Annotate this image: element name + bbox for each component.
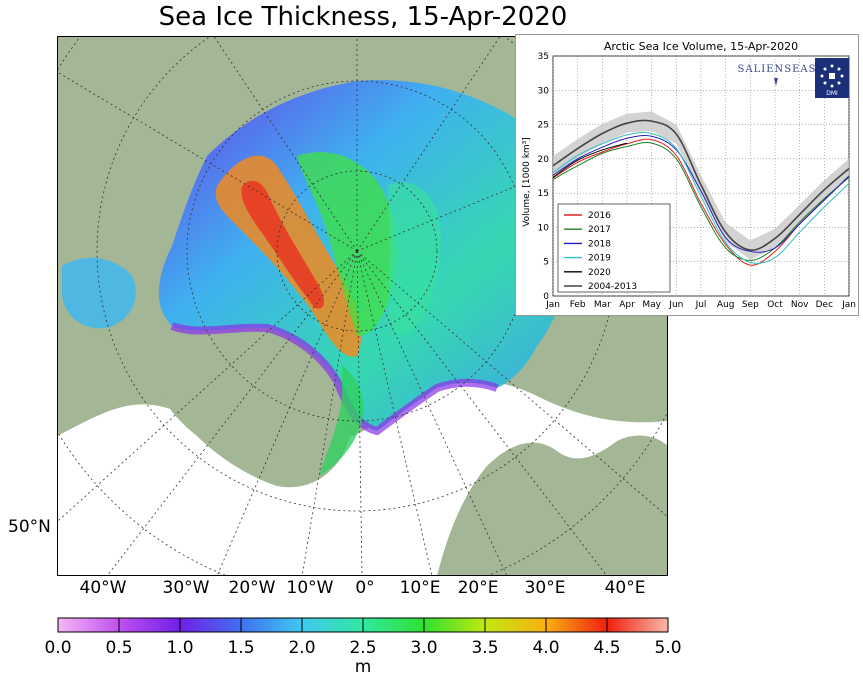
thickness-colorbar: 0.0 0.5 1.0 1.5 2.0 2.5 3.0 3.5 4.0 4.5 5.0 m	[44, 617, 682, 677]
sea-ice-volume-chart: Arctic Sea Ice Volume, 15-Apr-2020 Volum…	[515, 34, 859, 316]
y-axis-label: Volume, [1000 km³]	[522, 137, 532, 227]
logo-mark-icon	[774, 78, 778, 86]
dmi-stars-icon	[820, 64, 844, 88]
colorbar-tick-label: 0.5	[105, 638, 132, 658]
legend-entry: 2019	[588, 254, 611, 264]
x-tick-label: Feb	[570, 300, 586, 310]
legend-entry: 2017	[588, 225, 611, 235]
lon-label: 20°W	[228, 578, 276, 598]
x-tick-label: Jul	[695, 300, 707, 310]
x-tick-label: Apr	[619, 300, 635, 310]
dmi-label: DMI	[826, 90, 838, 97]
lon-label: 30°W	[162, 578, 210, 598]
x-tick-label: Aug	[717, 300, 735, 310]
series-line-2004-2013	[552, 119, 850, 251]
map-title: Sea Ice Thickness, 15-Apr-2020	[158, 2, 568, 32]
lon-label: 40°W	[79, 578, 127, 598]
y-tick-label: 30	[538, 86, 550, 96]
legend-entry: 2004-2013	[588, 282, 637, 292]
series-line-2020	[552, 142, 628, 178]
x-tick-label: Sep	[742, 300, 759, 310]
x-tick-label: Nov	[791, 300, 809, 310]
colorbar-tick-label: 5.0	[654, 638, 681, 658]
colorbar-tick-label: 0.0	[44, 638, 71, 658]
colorbar-unit: m	[355, 657, 372, 677]
y-tick-label: 15	[538, 189, 549, 199]
y-tick-label: 10	[538, 223, 550, 233]
legend	[557, 203, 671, 293]
series-line-2018	[552, 134, 850, 253]
x-tick-label: Mar	[594, 300, 611, 310]
colorbar-tick-label: 1.0	[166, 638, 193, 658]
x-tick-label: May	[642, 300, 661, 310]
colorbar-tick-label: 1.5	[227, 638, 254, 658]
salienseas-logo: SALIENSEAS	[738, 64, 817, 75]
x-tick-label: Oct	[767, 300, 783, 310]
hudson-bay-ice	[62, 257, 136, 329]
lon-label: 20°E	[457, 578, 499, 598]
x-tick-label: Dec	[816, 300, 833, 310]
lon-label: 10°E	[399, 578, 441, 598]
y-tick-label: 25	[538, 121, 549, 131]
colorbar-tick-label: 4.0	[532, 638, 559, 658]
chart-title: Arctic Sea Ice Volume, 15-Apr-2020	[604, 40, 798, 53]
y-tick-label: 5	[543, 258, 549, 268]
legend-entry: 2020	[588, 268, 611, 278]
very-thick-ice	[241, 180, 324, 309]
colorbar-tick-label: 2.5	[349, 638, 376, 658]
y-tick-label: 20	[538, 155, 550, 165]
lon-label: 40°E	[604, 578, 646, 598]
legend-entry: 2016	[588, 211, 611, 221]
lat-label-50n: 50°N	[8, 517, 51, 537]
x-tick-label: Jan	[841, 300, 856, 310]
series-line-2017	[552, 142, 850, 261]
medium-ice-band-2	[387, 182, 441, 335]
colorbar-tick-label: 2.0	[288, 638, 315, 658]
colorbar-tick-label: 4.5	[593, 638, 620, 658]
lon-label: 0°	[355, 578, 375, 598]
east-greenland-ice	[319, 366, 364, 476]
legend-entry: 2018	[588, 239, 611, 249]
lon-label: 30°E	[524, 578, 566, 598]
x-tick-label: Jun	[668, 300, 683, 310]
medium-ice-band	[297, 152, 397, 336]
colorbar-tick-label: 3.5	[471, 638, 498, 658]
series-line-2019	[552, 131, 850, 264]
x-tick-label: Jan	[545, 300, 560, 310]
colorbar-tick-label: 3.0	[410, 638, 437, 658]
greenland	[152, 315, 354, 488]
lon-label: 10°W	[286, 578, 334, 598]
y-tick-label: 0	[543, 292, 549, 302]
y-tick-label: 35	[538, 52, 549, 62]
plot-area: 0 5 10 15 20 25 30 35 Jan Feb Mar Apr May Jun Jul Aug Se…	[538, 52, 856, 310]
